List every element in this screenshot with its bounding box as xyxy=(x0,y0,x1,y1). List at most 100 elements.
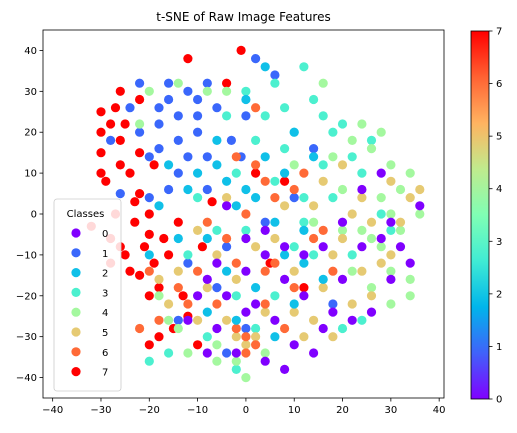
point-class-0-4 xyxy=(251,299,261,309)
point-class-2-5 xyxy=(212,135,222,145)
point-class-7-27 xyxy=(222,78,232,88)
point-class-4-31 xyxy=(376,242,386,252)
point-class-5-11 xyxy=(415,184,425,195)
point-class-5-28 xyxy=(154,274,164,284)
legend: Classes 0 1 2 3 4 5 6 7 xyxy=(53,198,122,392)
point-class-0-32 xyxy=(337,217,348,227)
point-class-4-1 xyxy=(386,160,396,170)
point-class-7-42 xyxy=(135,270,145,280)
point-class-7-29 xyxy=(120,119,130,129)
point-class-0-16 xyxy=(376,233,386,244)
point-class-5-7 xyxy=(328,250,338,260)
point-class-6-24 xyxy=(318,225,328,235)
point-class-2-22 xyxy=(318,274,328,284)
points-layer xyxy=(86,45,425,383)
point-class-1-38 xyxy=(173,135,183,145)
point-class-1-7 xyxy=(202,152,212,162)
point-class-0-8 xyxy=(212,323,222,334)
point-class-4-38 xyxy=(366,233,377,244)
point-class-6-14 xyxy=(289,283,299,293)
point-class-2-12 xyxy=(183,184,193,195)
point-class-4-10 xyxy=(144,86,154,96)
point-class-1-12 xyxy=(193,94,203,105)
point-class-7-10 xyxy=(96,107,106,117)
point-class-4-39 xyxy=(337,225,348,235)
point-class-1-17 xyxy=(202,184,212,195)
point-class-3-30 xyxy=(193,193,203,203)
point-class-6-28 xyxy=(260,266,270,276)
point-class-3-37 xyxy=(318,111,328,121)
point-class-4-19 xyxy=(260,348,270,358)
point-class-3-14 xyxy=(376,209,386,219)
point-class-3-26 xyxy=(212,225,222,235)
point-class-1-33 xyxy=(212,283,222,293)
point-class-2-23 xyxy=(144,250,154,260)
point-class-6-15 xyxy=(231,152,241,162)
point-class-7-8 xyxy=(125,266,135,276)
point-class-5-3 xyxy=(376,258,386,268)
point-class-0-29 xyxy=(280,242,290,252)
point-class-0-33 xyxy=(357,184,367,195)
point-class-2-8 xyxy=(193,168,203,178)
point-class-2-29 xyxy=(212,160,222,170)
y-tick-label: −40 xyxy=(16,373,37,384)
point-class-1-19 xyxy=(241,323,251,334)
point-class-0-12 xyxy=(260,356,270,366)
point-class-1-35 xyxy=(270,70,280,80)
point-class-4-2 xyxy=(376,127,386,137)
point-class-5-32 xyxy=(328,332,338,342)
point-class-5-4 xyxy=(347,299,357,309)
point-class-7-0 xyxy=(115,135,125,145)
point-class-4-30 xyxy=(415,209,425,219)
point-class-1-15 xyxy=(144,193,154,203)
y-tick-label: −10 xyxy=(16,250,37,261)
point-class-4-17 xyxy=(231,356,241,366)
point-class-2-17 xyxy=(260,62,270,72)
point-class-2-10 xyxy=(251,283,261,293)
point-class-2-18 xyxy=(202,307,212,317)
point-class-6-18 xyxy=(135,323,145,334)
point-class-3-21 xyxy=(144,356,154,366)
legend-label-5: 5 xyxy=(102,328,108,339)
point-class-7-2 xyxy=(125,168,135,178)
point-class-3-2 xyxy=(270,78,280,88)
x-tick-label: −20 xyxy=(139,405,160,416)
y-tick-label: 0 xyxy=(31,210,37,221)
point-class-5-39 xyxy=(395,217,406,227)
point-class-1-31 xyxy=(328,299,338,309)
point-class-1-2 xyxy=(173,111,183,121)
point-class-5-1 xyxy=(357,266,367,276)
point-class-6-3 xyxy=(231,323,241,334)
point-class-7-44 xyxy=(178,291,188,301)
point-class-3-6 xyxy=(241,86,251,96)
point-class-4-37 xyxy=(289,160,299,170)
point-class-5-18 xyxy=(231,332,241,342)
point-class-4-14 xyxy=(173,323,183,334)
point-class-4-9 xyxy=(347,135,357,145)
point-class-7-48 xyxy=(96,168,106,178)
point-class-1-36 xyxy=(164,78,174,88)
point-class-6-8 xyxy=(222,233,232,244)
point-class-2-13 xyxy=(289,127,299,137)
point-class-1-25 xyxy=(164,184,174,195)
point-class-6-9 xyxy=(193,266,203,276)
point-class-6-10 xyxy=(173,283,183,293)
point-class-5-2 xyxy=(318,283,328,293)
x-tick-label: 30 xyxy=(384,405,397,416)
legend-marker-2 xyxy=(71,268,81,278)
point-class-6-0 xyxy=(241,332,251,342)
point-class-4-15 xyxy=(183,348,193,358)
point-class-0-25 xyxy=(202,348,212,358)
point-class-0-39 xyxy=(212,258,222,268)
point-class-6-27 xyxy=(251,160,261,170)
point-class-0-24 xyxy=(183,315,193,325)
point-class-0-9 xyxy=(299,291,309,301)
point-class-3-8 xyxy=(299,62,309,72)
point-class-7-5 xyxy=(144,229,154,239)
point-class-0-37 xyxy=(405,258,415,268)
point-class-4-18 xyxy=(241,373,251,383)
point-class-0-21 xyxy=(309,348,319,358)
colorbar-tick-label: 4 xyxy=(496,184,502,195)
point-class-5-35 xyxy=(222,193,232,203)
